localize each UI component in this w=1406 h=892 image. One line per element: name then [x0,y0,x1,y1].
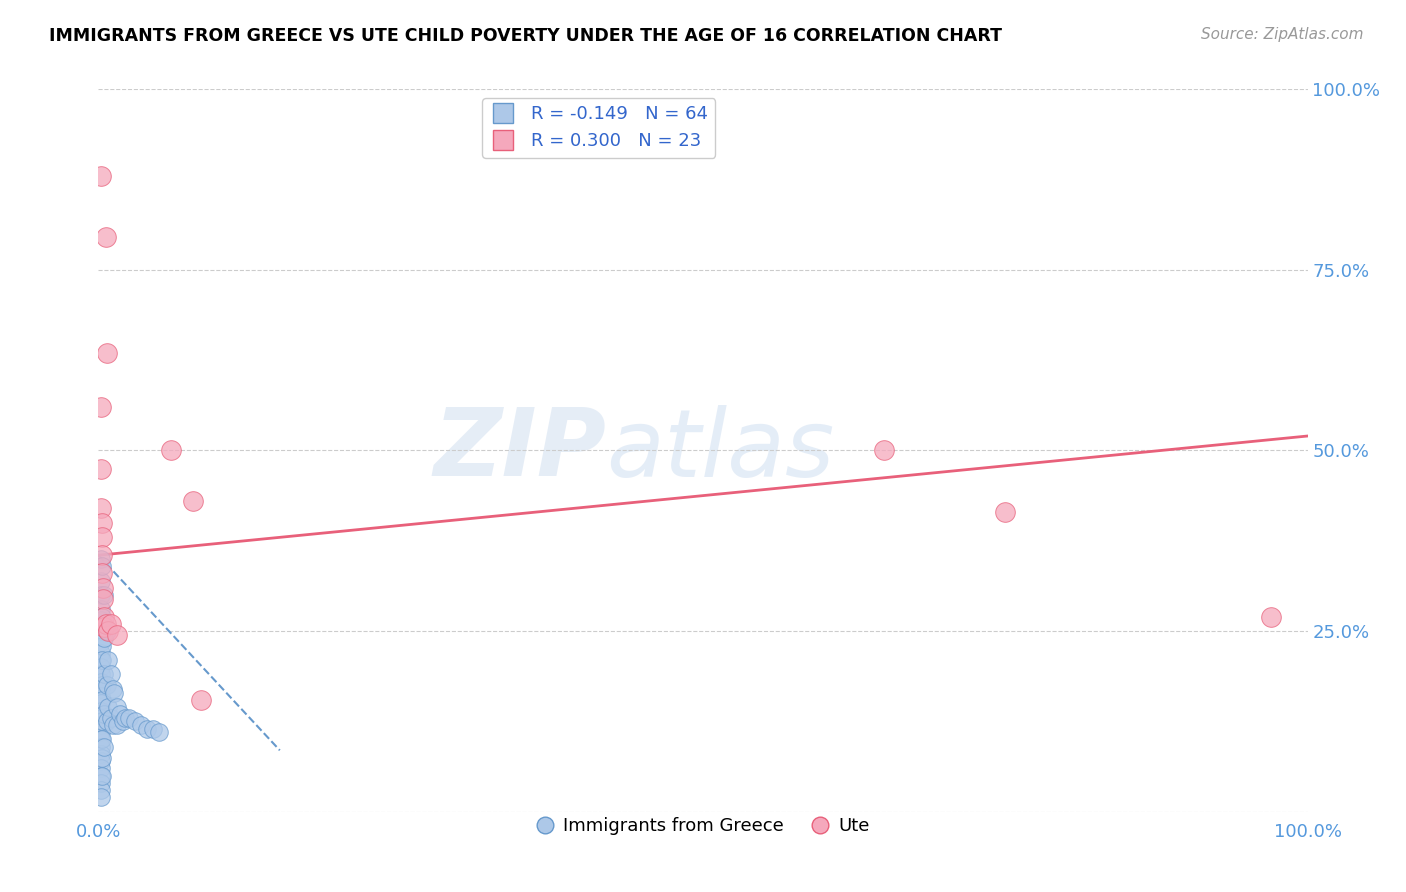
Point [90,169,112,183]
Point [90,653,112,667]
Point [129,718,152,732]
Point [91,639,114,653]
Point [90,718,112,732]
Point [90,725,112,739]
Point [105,700,128,714]
Point [91,678,114,692]
Point [90,732,112,747]
Point [103,685,125,699]
Point [90,646,112,660]
Text: Source: ZipAtlas.com: Source: ZipAtlas.com [1201,27,1364,42]
Point [93,632,115,646]
Text: IMMIGRANTS FROM GREECE VS UTE CHILD POVERTY UNDER THE AGE OF 16 CORRELATION CHAR: IMMIGRANTS FROM GREECE VS UTE CHILD POVE… [49,27,1002,45]
Point [91,548,114,562]
Point [96,678,118,692]
Point [90,501,112,516]
Point [97,653,120,667]
Point [90,551,112,566]
Point [160,443,183,458]
Point [90,783,112,797]
Point [91,692,114,706]
Point [90,754,112,768]
Point [91,566,114,581]
Point [90,776,112,790]
Point [91,624,114,639]
Point [94,616,117,631]
Point [90,574,112,588]
Point [90,747,112,761]
Point [100,711,122,725]
Point [90,624,112,639]
Point [93,707,115,722]
Point [91,609,114,624]
Point [96,624,118,639]
Text: ZIP: ZIP [433,404,606,497]
Point [108,707,131,722]
Point [105,718,128,732]
Point [90,761,112,775]
Point [190,692,212,706]
Point [873,443,896,458]
Point [91,653,114,667]
Point [91,769,114,783]
Point [91,581,114,595]
Point [118,711,141,725]
Point [105,628,128,642]
Point [90,696,112,710]
Point [96,714,118,729]
Point [91,559,114,574]
Point [93,620,115,634]
Point [124,714,146,729]
Point [90,711,112,725]
Legend: Immigrants from Greece, Ute: Immigrants from Greece, Ute [529,810,877,842]
Point [101,718,124,732]
Point [100,616,122,631]
Point [91,714,114,729]
Point [181,494,204,508]
Point [90,602,112,616]
Point [91,750,114,764]
Point [93,609,115,624]
Point [90,667,112,681]
Point [96,346,118,360]
Point [90,769,112,783]
Point [111,714,134,729]
Point [93,739,115,754]
Point [91,732,114,747]
Point [90,400,112,414]
Point [90,613,112,627]
Text: atlas: atlas [606,405,835,496]
Point [93,588,115,602]
Point [1260,609,1282,624]
Point [94,230,117,244]
Point [97,700,120,714]
Point [114,711,136,725]
Point [90,681,112,696]
Point [90,674,112,689]
Point [91,516,114,530]
Point [90,635,112,649]
Point [90,689,112,703]
Point [90,660,112,674]
Point [142,722,165,736]
Point [148,725,170,739]
Point [135,722,157,736]
Point [90,704,112,718]
Point [90,461,112,475]
Point [91,530,114,544]
Point [97,624,120,639]
Point [101,681,124,696]
Point [91,591,114,606]
Point [994,505,1017,519]
Point [100,667,122,681]
Point [90,739,112,754]
Point [90,588,112,602]
Point [93,667,115,681]
Point [90,790,112,805]
